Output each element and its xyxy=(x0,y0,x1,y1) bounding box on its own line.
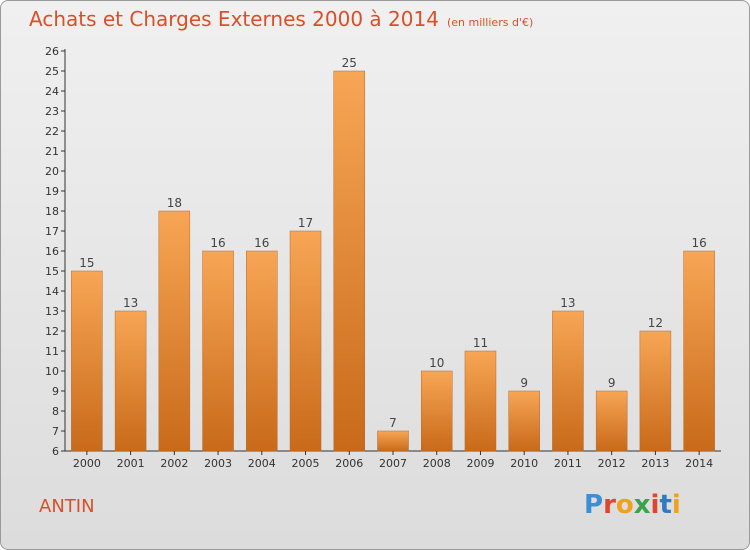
x-tick-label: 2006 xyxy=(335,457,363,470)
y-tick-label: 24 xyxy=(45,85,59,98)
x-tick-label: 2014 xyxy=(685,457,713,470)
y-tick-label: 6 xyxy=(52,445,59,458)
y-tick-label: 26 xyxy=(45,45,59,58)
data-label: 7 xyxy=(389,416,397,430)
data-label: 9 xyxy=(608,376,616,390)
chart-title-text: Achats et Charges Externes 2000 à 2014 xyxy=(29,7,439,31)
bar xyxy=(420,370,453,452)
bar xyxy=(202,250,234,452)
bar xyxy=(289,230,322,452)
x-tick-label: 2001 xyxy=(117,457,145,470)
data-label: 17 xyxy=(298,216,313,230)
bar xyxy=(639,330,672,452)
x-tick-label: 2012 xyxy=(598,457,626,470)
x-tick-label: 2009 xyxy=(466,457,494,470)
x-tick-label: 2003 xyxy=(204,457,232,470)
y-tick-label: 22 xyxy=(45,125,59,138)
bar xyxy=(71,270,103,452)
bar xyxy=(552,310,584,452)
bar xyxy=(246,250,278,452)
commune-name: ANTIN xyxy=(39,496,95,517)
logo-letter: P xyxy=(584,490,604,520)
x-tick-label: 2011 xyxy=(554,457,582,470)
chart-title: Achats et Charges Externes 2000 à 2014 (e… xyxy=(29,7,533,31)
y-tick-label: 9 xyxy=(52,385,59,398)
data-label: 15 xyxy=(79,256,94,270)
y-tick-label: 14 xyxy=(45,285,59,298)
bar xyxy=(377,430,409,452)
logo-letter: x xyxy=(633,490,651,520)
data-label: 13 xyxy=(123,296,138,310)
logo-letter: i xyxy=(650,490,660,520)
data-label: 12 xyxy=(648,316,663,330)
x-tick-label: 2005 xyxy=(292,457,320,470)
logo-letter: o xyxy=(615,490,634,520)
chart-subtitle: (en milliers d'€) xyxy=(446,16,534,29)
x-tick-label: 2002 xyxy=(160,457,188,470)
x-tick-label: 2008 xyxy=(423,457,451,470)
logo-letter: t xyxy=(659,490,672,520)
y-tick-label: 18 xyxy=(45,205,59,218)
data-label: 25 xyxy=(342,56,357,70)
y-tick-label: 13 xyxy=(45,305,59,318)
logo-letter: i xyxy=(671,490,681,520)
bar xyxy=(333,70,366,452)
data-label: 11 xyxy=(473,336,488,350)
data-label: 9 xyxy=(520,376,528,390)
data-label: 16 xyxy=(210,236,225,250)
bar xyxy=(595,390,628,452)
y-tick-label: 21 xyxy=(45,145,59,158)
y-tick-label: 25 xyxy=(45,65,59,78)
proxiti-logo: Proxiti xyxy=(584,490,681,520)
y-tick-label: 7 xyxy=(52,425,59,438)
y-tick-label: 10 xyxy=(45,365,59,378)
y-tick-label: 17 xyxy=(45,225,59,238)
y-tick-label: 16 xyxy=(45,245,59,258)
bar xyxy=(508,390,540,452)
y-tick-label: 23 xyxy=(45,105,59,118)
data-label: 16 xyxy=(691,236,706,250)
bar xyxy=(114,310,147,452)
x-tick-label: 2007 xyxy=(379,457,407,470)
data-label: 13 xyxy=(560,296,575,310)
y-tick-label: 11 xyxy=(45,345,59,358)
x-tick-label: 2000 xyxy=(73,457,101,470)
logo-letter: r xyxy=(603,490,616,520)
x-tick-label: 2010 xyxy=(510,457,538,470)
data-label: 18 xyxy=(167,196,182,210)
bar xyxy=(158,210,191,452)
data-label: 16 xyxy=(254,236,269,250)
y-tick-label: 20 xyxy=(45,165,59,178)
bar xyxy=(464,350,497,452)
x-tick-label: 2004 xyxy=(248,457,276,470)
y-tick-label: 15 xyxy=(45,265,59,278)
data-label: 10 xyxy=(429,356,444,370)
y-tick-label: 19 xyxy=(45,185,59,198)
y-tick-label: 8 xyxy=(52,405,59,418)
y-tick-label: 12 xyxy=(45,325,59,338)
bar xyxy=(683,250,715,452)
x-tick-label: 2013 xyxy=(641,457,669,470)
